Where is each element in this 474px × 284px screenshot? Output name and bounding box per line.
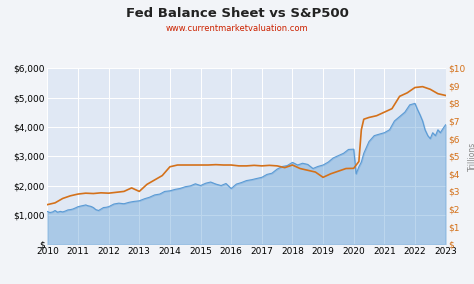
Y-axis label: Trillions: Trillions [468,142,474,171]
Text: Fed Balance Sheet vs S&P500: Fed Balance Sheet vs S&P500 [126,7,348,20]
Text: www.currentmarketvaluation.com: www.currentmarketvaluation.com [166,24,308,33]
